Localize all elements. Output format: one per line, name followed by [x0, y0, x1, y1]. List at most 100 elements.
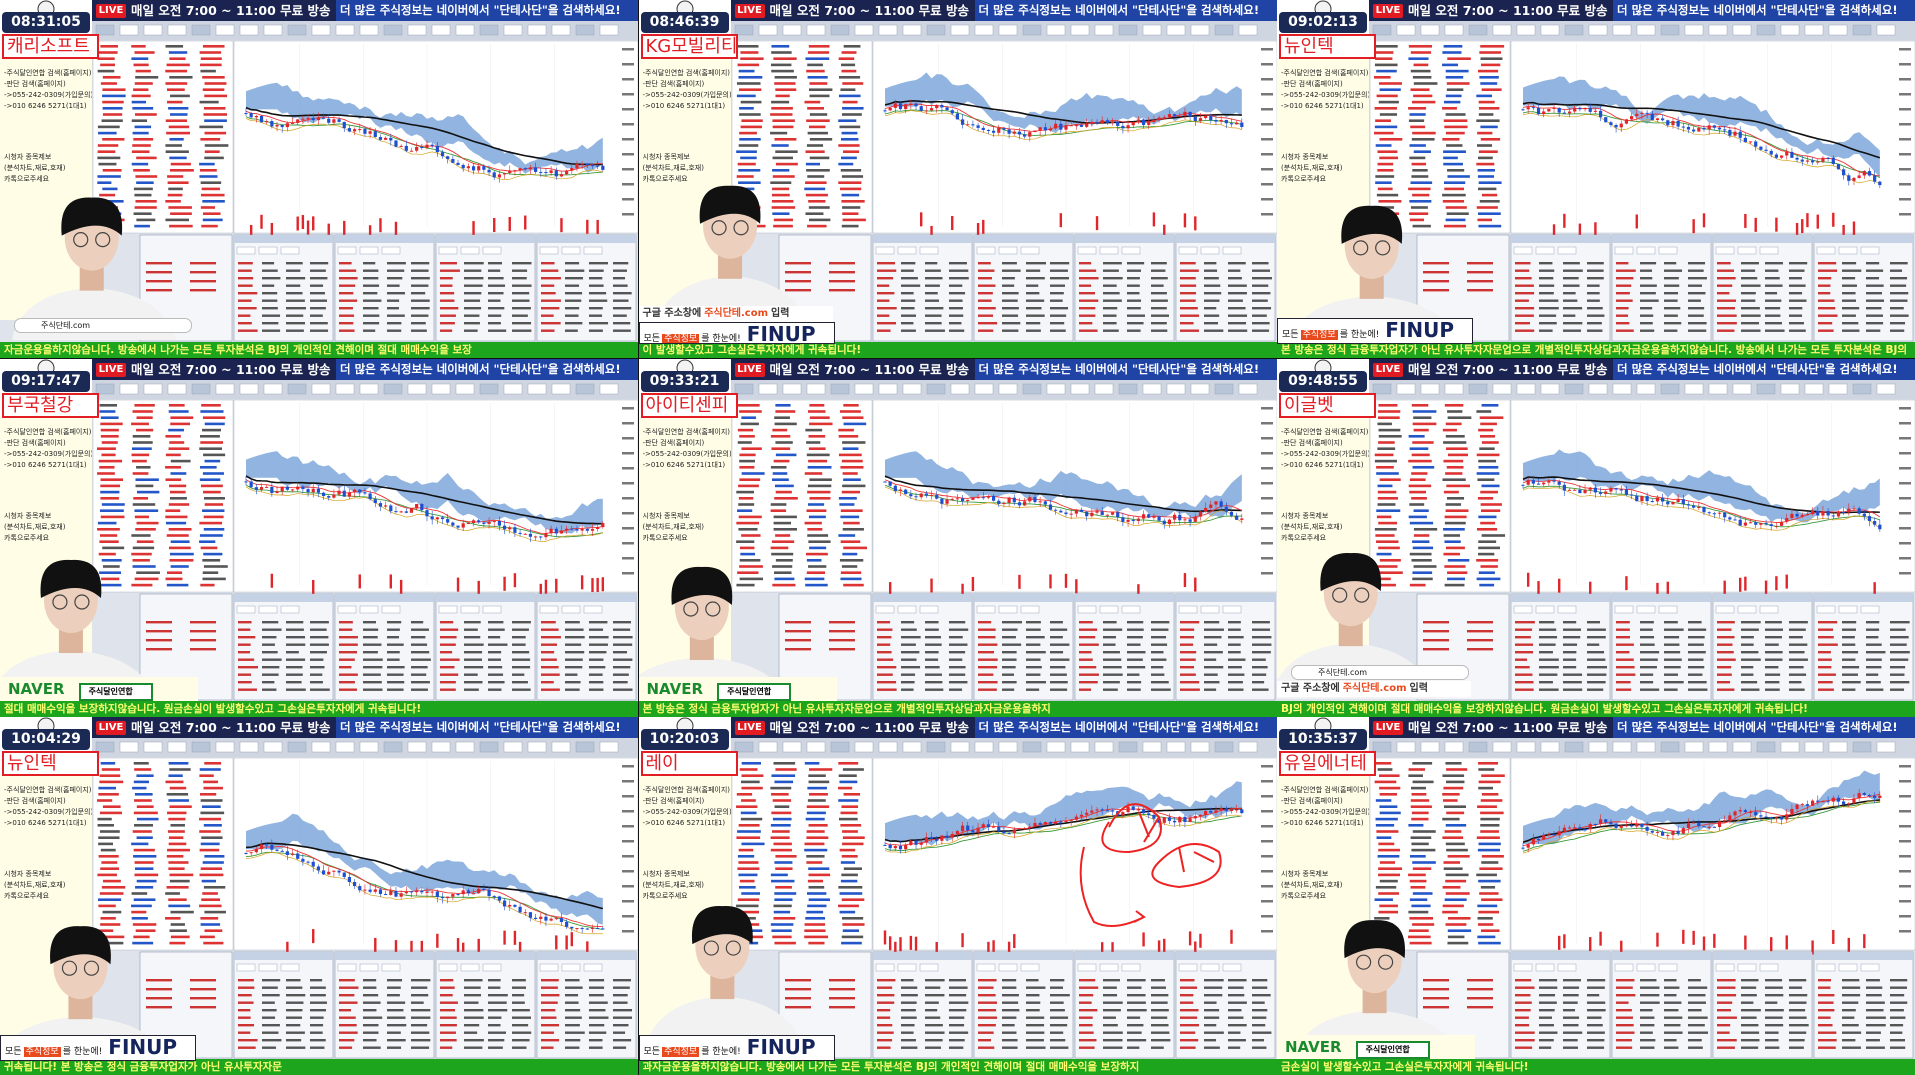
quote-cell: [102, 113, 123, 116]
window-cell: [1179, 1001, 1193, 1004]
candle: [898, 489, 902, 491]
window-cell: [1842, 665, 1860, 668]
notice: 더 많은 주식정보는 네이버에서 "단테사단"을 검색하세요!: [978, 3, 1260, 17]
window-cell: [1001, 635, 1016, 638]
window-cell: [1616, 314, 1629, 317]
naver-logo: NAVER: [646, 679, 704, 698]
toolbar-field: [167, 383, 187, 394]
window-cell: [1423, 262, 1449, 265]
candle: [1115, 121, 1119, 126]
window-title: [973, 593, 1073, 602]
quote-cell: [165, 45, 184, 48]
window-cell: [1227, 262, 1246, 265]
window-cell: [1515, 269, 1530, 272]
quote-cell: [168, 428, 184, 431]
window-tab: [1513, 246, 1533, 255]
side-note: ->055-242-0309(가입문의): [1281, 91, 1369, 99]
candle: [939, 835, 943, 841]
window-cell: [1640, 979, 1657, 982]
window-cell: [1640, 299, 1659, 302]
window-cell: [876, 680, 896, 683]
quote-cell: [770, 434, 790, 438]
window-cell: [589, 994, 604, 997]
window-cell: [1539, 1024, 1554, 1027]
quote-cell: [165, 892, 180, 895]
quote-cell: [131, 446, 152, 450]
candle: [1754, 811, 1758, 816]
candle: [1816, 510, 1820, 516]
window-cell: [1539, 269, 1555, 272]
candle: [590, 165, 595, 167]
window-cell: [440, 322, 455, 325]
quote-cell: [1447, 175, 1470, 178]
window-cell: [1616, 1046, 1633, 1049]
ma-line: [245, 118, 603, 181]
volume-bar: [1795, 222, 1799, 237]
window-cell: [1179, 1024, 1199, 1027]
window-cell: [1001, 1046, 1018, 1049]
quote-cell: [203, 941, 224, 945]
window-cell: [1001, 680, 1017, 683]
quote-cell: [1480, 521, 1496, 524]
window-cell: [1227, 1001, 1247, 1004]
window-cell: [1866, 1031, 1881, 1034]
window-tab: [482, 963, 502, 972]
window-cell: [1001, 262, 1017, 265]
quote-cell: [805, 169, 830, 172]
window-cell: [541, 1009, 556, 1012]
quote-cell: [740, 533, 761, 537]
hint-text: 구글 주소창에: [642, 308, 702, 319]
toolbar-field: [383, 24, 403, 36]
quote-cell: [770, 929, 792, 932]
candle: [1542, 835, 1546, 840]
quote-cell: [738, 848, 753, 852]
window-cell: [310, 292, 325, 295]
candle: [1712, 826, 1716, 828]
quote-cell: [1442, 477, 1466, 481]
quote-cell: [805, 817, 825, 821]
quote-cell: [100, 515, 125, 518]
window-cell: [1890, 292, 1909, 295]
quote-cell: [773, 898, 793, 901]
candle: [1032, 823, 1037, 827]
quote-cell: [736, 45, 758, 48]
window-cell: [411, 1001, 424, 1004]
schedule: 매일 오전 7:00 ~ 11:00 무료 방송 진행: [131, 720, 335, 735]
candle: [523, 533, 527, 535]
axis-label: [1260, 213, 1273, 216]
window-cell: [238, 650, 251, 653]
window-cell: [1049, 986, 1063, 989]
window-cell: [1616, 986, 1633, 989]
window-cell: [262, 277, 281, 280]
window-cell: [387, 292, 405, 295]
quote-cell: [774, 484, 794, 487]
candle: [1774, 154, 1778, 158]
window-cell: [238, 628, 251, 631]
quote-cell: [842, 546, 867, 549]
window-cell: [387, 277, 403, 280]
candle: [950, 110, 954, 114]
window-cell: [1126, 1046, 1139, 1049]
window-cell: [339, 620, 353, 623]
quote-cell: [100, 917, 116, 920]
toolbar-field: [95, 741, 115, 753]
window-cell: [464, 1009, 484, 1012]
window-cell: [1741, 292, 1756, 295]
quote-cell: [170, 923, 185, 926]
window-cell: [146, 271, 172, 274]
quote-cell: [839, 848, 855, 852]
window-cell: [1563, 1024, 1579, 1027]
window-cell: [1203, 284, 1220, 287]
window-cell: [1515, 307, 1535, 310]
ma-line: [245, 486, 603, 542]
window-cell: [1717, 1009, 1731, 1012]
window-tab: [561, 605, 581, 613]
window-cell: [1890, 643, 1907, 646]
quote-cell: [1443, 224, 1467, 228]
window-cell: [1078, 650, 1092, 653]
naver-banner: NAVER 주식달인연합: [0, 676, 198, 701]
window-cell: [1102, 292, 1120, 295]
window-title: [973, 235, 1073, 243]
window-cell: [1025, 1009, 1040, 1012]
window-cell: [440, 1039, 457, 1042]
